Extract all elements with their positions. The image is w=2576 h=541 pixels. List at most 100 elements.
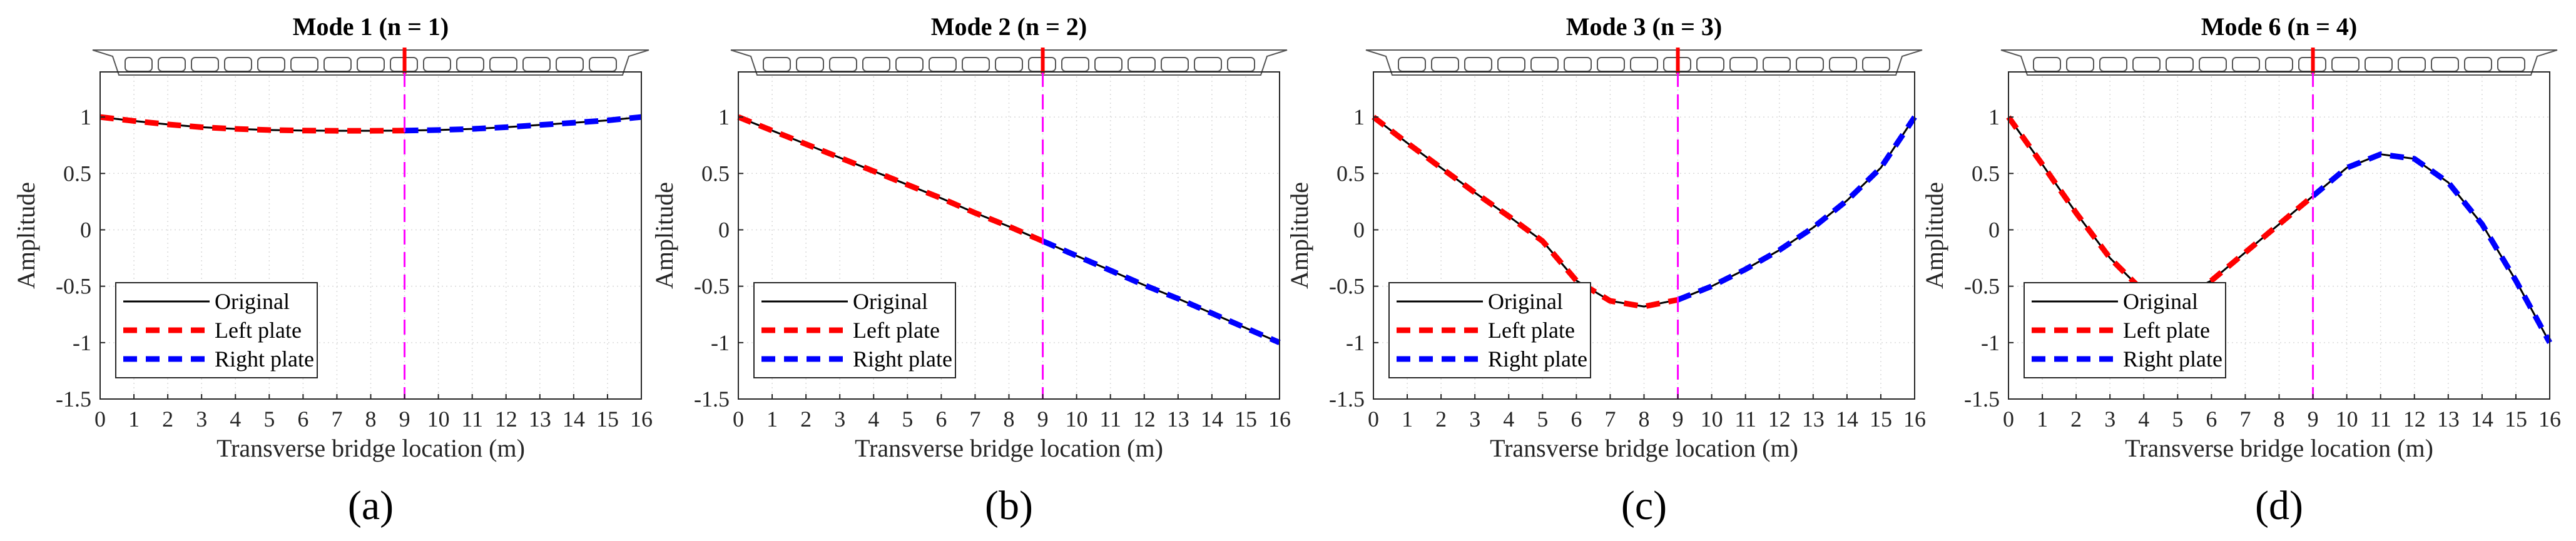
bridge-cell	[1497, 57, 1525, 72]
series-left-plate	[737, 114, 1044, 244]
y-tick-label: 1	[80, 104, 91, 129]
x-tick-label: 2	[162, 407, 173, 432]
legend-label: Left plate	[1488, 318, 1575, 343]
x-tick-label: 8	[2274, 407, 2285, 432]
legend: Original Left plate Right plate	[1388, 282, 1591, 378]
y-tick-label: -0.5	[694, 274, 730, 299]
bridge-cell	[2199, 57, 2227, 72]
y-tick-label: -0.5	[1964, 274, 2000, 299]
chart-title: Mode 3 (n = 3)	[1566, 13, 1722, 41]
series-right-plate	[1041, 238, 1281, 345]
bridge-cell	[2431, 57, 2459, 72]
x-tick-label: 13	[2437, 407, 2460, 432]
bridge-cell	[1128, 57, 1156, 72]
x-tick-label: 11	[461, 407, 483, 432]
y-tick-label: -0.5	[56, 274, 91, 299]
x-tick-label: 9	[1037, 407, 1049, 432]
y-tick-label: -1	[1346, 330, 1365, 355]
x-tick-label: 5	[263, 407, 275, 432]
y-axis-label: Amplitude	[1285, 182, 1313, 289]
legend: Original Left plate Right plate	[753, 282, 956, 378]
x-tick-label: 13	[1802, 407, 1825, 432]
bridge-cell	[2099, 57, 2127, 72]
x-tick-label: 12	[1133, 407, 1156, 432]
bridge-cell	[2398, 57, 2426, 72]
x-tick-label: 3	[1469, 407, 1480, 432]
bridge-cell	[1094, 57, 1123, 72]
x-tick-label: 7	[1604, 407, 1616, 432]
x-tick-label: 5	[2172, 407, 2183, 432]
x-tick-label: 11	[1099, 407, 1121, 432]
legend-label: Original	[1488, 289, 1563, 314]
bridge-cross-section	[2000, 48, 2558, 76]
bridge-cell	[796, 57, 824, 72]
x-tick-label: 10	[427, 407, 450, 432]
series-original	[2007, 116, 2551, 343]
x-tick-label: 6	[935, 407, 947, 432]
x-tick-label: 3	[2104, 407, 2115, 432]
y-axis-label: Amplitude	[12, 182, 40, 289]
y-tick-label: -1.5	[1329, 387, 1365, 412]
legend-label: Original	[853, 289, 928, 314]
y-axis-label: Amplitude	[1920, 182, 1948, 289]
bridge-cell	[2132, 57, 2161, 72]
bridge-cell	[1194, 57, 1222, 72]
split-marker	[1041, 48, 1045, 74]
bridge-cell	[489, 57, 517, 72]
y-tick-label: 1	[1353, 104, 1365, 129]
x-tick-label: 16	[1903, 407, 1926, 432]
x-tick-label: 4	[868, 407, 879, 432]
legend: Original Left plate Right plate	[2024, 282, 2226, 378]
bridge-cell	[1398, 57, 1426, 72]
bridge-cell	[456, 57, 484, 72]
x-tick-label: 12	[2403, 407, 2426, 432]
y-tick-label: -0.5	[1329, 274, 1365, 299]
y-tick-label: 0	[80, 217, 91, 242]
bridge-cross-section	[1365, 48, 1923, 76]
bridge-cell	[1464, 57, 1492, 72]
x-tick-label: 14	[1201, 407, 1223, 432]
x-tick-label: 0	[733, 407, 744, 432]
bridge-cell	[1862, 57, 1890, 72]
bridge-cell	[895, 57, 924, 72]
x-tick-label: 16	[2538, 407, 2561, 432]
panel-label: (c)	[1621, 483, 1667, 528]
chart-panel-2: 0 1 2 3 4 5 6 7 8 9 10 11 12 13 14 15 16-1.5-1-0.500.51M…	[650, 13, 1291, 528]
chart-title: Mode 1 (n = 1)	[293, 13, 449, 41]
x-tick-label: 11	[1734, 407, 1756, 432]
x-tick-label: 5	[902, 407, 913, 432]
chart-panel-1: 0 1 2 3 4 5 6 7 8 9 10 11 12 13 14 15 16-1.5-1-0.500.51M…	[12, 13, 653, 528]
x-tick-label: 6	[297, 407, 308, 432]
bridge-cell	[862, 57, 890, 72]
bridge-cell	[522, 57, 551, 72]
bridge-cell	[829, 57, 857, 72]
bridge-cell	[1530, 57, 1559, 72]
y-tick-label: -1	[73, 330, 91, 355]
x-axis-label: Transverse bridge location (m)	[855, 434, 1163, 462]
x-tick-label: 2	[2070, 407, 2082, 432]
x-tick-label: 12	[495, 407, 517, 432]
bridge-cell	[2166, 57, 2194, 72]
x-tick-label: 4	[1503, 407, 1514, 432]
x-tick-label: 12	[1768, 407, 1791, 432]
x-tick-label: 7	[969, 407, 980, 432]
split-marker	[402, 48, 407, 74]
x-tick-label: 4	[230, 407, 241, 432]
bridge-cell	[1161, 57, 1189, 72]
x-tick-label: 0	[94, 407, 106, 432]
bridge-cell	[2265, 57, 2293, 72]
panel-label: (b)	[985, 483, 1033, 528]
legend-label: Right plate	[853, 346, 952, 372]
bridge-cell	[191, 57, 219, 72]
bridge-cell	[224, 57, 252, 72]
bridge-cell	[2066, 57, 2094, 72]
bridge-cell	[1696, 57, 1724, 72]
legend-label: Left plate	[853, 318, 940, 343]
bridge-cell	[1431, 57, 1459, 72]
x-tick-label: 8	[1004, 407, 1015, 432]
legend: Original Left plate Right plate	[115, 282, 318, 378]
x-axis-label: Transverse bridge location (m)	[2125, 434, 2433, 462]
series-left-plate	[99, 114, 405, 134]
